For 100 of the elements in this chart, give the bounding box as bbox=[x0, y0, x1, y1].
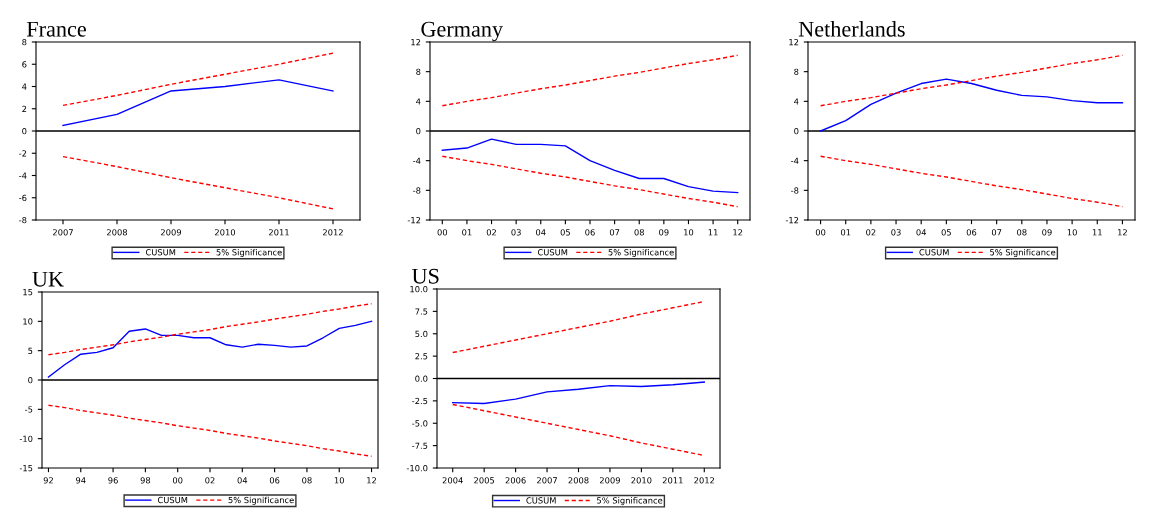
x-tick-label: 07 bbox=[609, 229, 620, 236]
x-tick-label: 06 bbox=[269, 477, 280, 484]
chart-title: Netherlands bbox=[798, 21, 905, 37]
x-tick-label: 2005 bbox=[474, 477, 495, 484]
y-tick-label: -2 bbox=[19, 150, 27, 157]
y-tick-label: 12 bbox=[411, 38, 421, 46]
y-tick-label: -4 bbox=[19, 172, 27, 179]
x-tick-label: 2010 bbox=[215, 229, 236, 236]
y-tick-label: 4 bbox=[794, 98, 799, 105]
line-series bbox=[47, 303, 373, 356]
legend-label: 5% Significance bbox=[990, 248, 1056, 258]
x-tick-label: 2007 bbox=[537, 477, 557, 484]
x-tick-label: 2004 bbox=[442, 477, 463, 484]
x-tick-label: 08 bbox=[302, 477, 312, 484]
y-tick-label: -15 bbox=[19, 465, 33, 472]
x-tick-label: 06 bbox=[585, 229, 595, 236]
x-tick-label: 01 bbox=[462, 229, 472, 236]
legend-label: 5% Significance bbox=[597, 497, 663, 506]
line-series bbox=[819, 78, 1124, 132]
line-series bbox=[62, 155, 334, 210]
x-tick-label: 2011 bbox=[269, 229, 289, 236]
legend-label: 5% Significance bbox=[608, 248, 674, 258]
x-tick-label: 01 bbox=[840, 229, 851, 236]
x-tick-label: 2006 bbox=[505, 477, 526, 484]
y-tick-label: 10.0 bbox=[410, 285, 428, 293]
y-tick-label: -12 bbox=[407, 216, 421, 224]
legend-label: CUSUM bbox=[537, 249, 568, 256]
y-tick-label: 0 bbox=[416, 127, 421, 135]
chart-title: US bbox=[412, 268, 439, 284]
x-tick-label: 2009 bbox=[599, 477, 620, 484]
y-tick-label: 4 bbox=[22, 83, 27, 90]
x-tick-label: 08 bbox=[1017, 229, 1027, 236]
line-series bbox=[441, 155, 739, 208]
x-tick-label: 02 bbox=[866, 229, 876, 236]
y-tick-label: 15 bbox=[23, 289, 33, 296]
x-tick-label: 2009 bbox=[161, 229, 182, 236]
legend-label: 5% Significance bbox=[216, 248, 282, 258]
y-tick-label: -8 bbox=[413, 187, 421, 194]
chart-title: Germany bbox=[421, 21, 503, 42]
x-tick-label: 06 bbox=[966, 229, 977, 236]
x-tick-label: 04 bbox=[916, 229, 927, 236]
x-tick-label: 2012 bbox=[323, 229, 343, 236]
x-tick-label: 98 bbox=[140, 477, 151, 484]
y-tick-label: 10 bbox=[23, 318, 33, 325]
y-tick-label: 0.0 bbox=[415, 375, 428, 382]
x-tick-label: 2007 bbox=[53, 229, 73, 236]
chart-title: France bbox=[26, 21, 86, 37]
x-tick-label: 03 bbox=[511, 229, 521, 236]
y-tick-label: -4 bbox=[791, 157, 799, 164]
line-series bbox=[452, 381, 705, 405]
x-tick-label: 00 bbox=[815, 229, 826, 236]
x-tick-label: 11 bbox=[1092, 229, 1102, 236]
y-tick-label: -8 bbox=[791, 187, 799, 194]
x-tick-label: 10 bbox=[684, 229, 694, 236]
x-tick-label: 09 bbox=[1042, 229, 1052, 236]
y-tick-label: 6 bbox=[22, 61, 27, 68]
y-tick-label: -7.5 bbox=[412, 442, 428, 449]
line-series bbox=[62, 52, 334, 107]
y-tick-label: -2.5 bbox=[412, 397, 428, 405]
y-tick-label: 0 bbox=[794, 127, 799, 135]
x-tick-label: 00 bbox=[437, 229, 448, 236]
y-tick-label: 8 bbox=[794, 68, 799, 75]
legend-label: CUSUM bbox=[526, 497, 556, 504]
x-tick-label: 04 bbox=[536, 229, 546, 236]
legend-label: CUSUM bbox=[145, 249, 176, 256]
x-tick-label: 04 bbox=[237, 477, 248, 484]
y-tick-label: 2 bbox=[22, 105, 27, 112]
legend-label: 5% Significance bbox=[228, 496, 294, 505]
y-tick-label: 8 bbox=[416, 68, 421, 75]
x-tick-label: 11 bbox=[708, 229, 718, 236]
y-tick-label: -4 bbox=[413, 157, 421, 164]
legend-label: CUSUM bbox=[157, 496, 188, 504]
x-tick-label: 08 bbox=[634, 229, 644, 236]
x-tick-label: 92 bbox=[43, 477, 53, 484]
x-tick-label: 02 bbox=[205, 477, 215, 484]
x-tick-label: 12 bbox=[733, 229, 743, 236]
y-tick-label: -6 bbox=[19, 194, 27, 202]
x-tick-label: 2010 bbox=[631, 477, 652, 484]
line-series bbox=[441, 138, 739, 194]
x-tick-label: 2008 bbox=[107, 229, 128, 236]
y-tick-label: 5.0 bbox=[415, 330, 428, 338]
legend-label: CUSUM bbox=[919, 249, 949, 256]
y-tick-label: -12 bbox=[785, 216, 799, 224]
chart-title: UK bbox=[32, 271, 64, 287]
y-tick-label: -5 bbox=[25, 406, 33, 413]
y-tick-label: -5.0 bbox=[412, 420, 428, 427]
x-tick-label: 05 bbox=[560, 229, 570, 236]
line-series bbox=[452, 300, 705, 354]
y-tick-label: -10.0 bbox=[406, 464, 428, 472]
y-tick-label: -10 bbox=[19, 435, 33, 442]
x-tick-label: 12 bbox=[1118, 229, 1127, 236]
y-tick-label: 0 bbox=[28, 376, 33, 384]
x-tick-label: 05 bbox=[941, 229, 951, 236]
y-tick-label: 5 bbox=[28, 347, 33, 354]
x-tick-label: 94 bbox=[75, 477, 86, 484]
line-series bbox=[452, 403, 705, 457]
y-tick-label: 12 bbox=[789, 38, 799, 46]
x-tick-label: 03 bbox=[891, 229, 901, 236]
line-series bbox=[441, 54, 739, 107]
x-tick-label: 96 bbox=[108, 477, 118, 484]
